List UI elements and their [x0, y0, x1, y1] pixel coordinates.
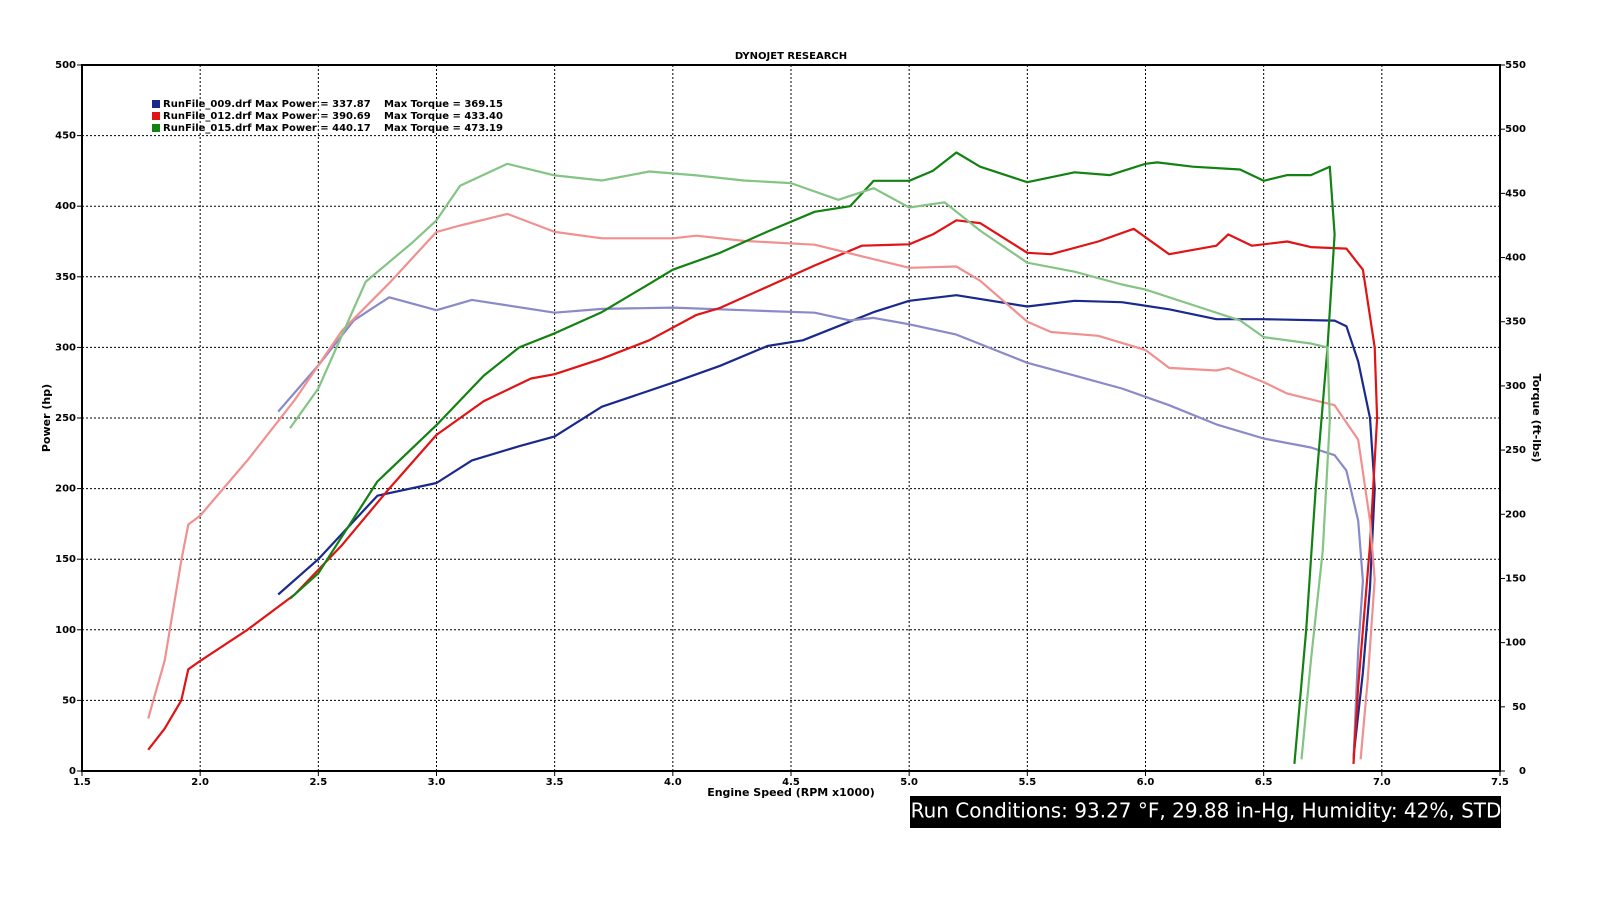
y2-tick-label: 50 [1512, 702, 1526, 713]
y-tick-label: 450 [55, 131, 76, 142]
y2-tick-label: 150 [1505, 573, 1526, 584]
y-axis-label: Power (hp) [40, 384, 53, 452]
legend-label: Max Torque = 433.40 [384, 111, 503, 122]
x-tick-label: 6.0 [1137, 777, 1155, 788]
legend-swatch [152, 100, 160, 108]
x-tick-label: 5.0 [900, 777, 918, 788]
x-tick-label: 1.5 [73, 777, 91, 788]
annotation-box [910, 796, 1501, 828]
y2-tick-label: 350 [1505, 317, 1526, 328]
y-tick-label: 200 [55, 484, 76, 495]
legend-swatch [152, 124, 160, 132]
y-tick-label: 0 [69, 766, 76, 777]
y-tick-label: 300 [55, 342, 76, 353]
legend-label: RunFile_015.drf Max Power = 440.17 [163, 123, 371, 134]
y2-axis-label: Torque (ft-lbs) [1530, 374, 1543, 463]
series-line [147, 212, 1376, 760]
legend-label: Max Torque = 369.15 [384, 99, 503, 110]
plot-border [81, 64, 1501, 772]
x-tick-label: 7.5 [1491, 777, 1509, 788]
x-tick-label: 3.5 [546, 777, 564, 788]
legend-swatch [152, 112, 160, 120]
y-tick-label: 500 [55, 60, 76, 71]
series-line [289, 151, 1336, 764]
y2-tick-label: 100 [1505, 638, 1526, 649]
legend-label: RunFile_012.drf Max Power = 390.69 [163, 111, 371, 122]
x-tick-label: 2.5 [309, 777, 327, 788]
x-tick-label: 3.0 [428, 777, 446, 788]
y-tick-label: 50 [62, 695, 76, 706]
y-tick-label: 150 [55, 554, 76, 565]
legend-label: RunFile_009.drf Max Power = 337.87 [163, 99, 371, 110]
series-line [289, 162, 1331, 760]
y2-tick-label: 0 [1519, 766, 1526, 777]
chart-title: DYNOJET RESEARCH [735, 51, 847, 62]
legend-label: Max Torque = 473.19 [384, 123, 503, 134]
series-line [277, 296, 1364, 760]
y2-tick-label: 500 [1505, 124, 1526, 135]
annotation: Run Conditions: 93.27 °F, 29.88 in-Hg, H… [911, 799, 1502, 823]
series-line [277, 294, 1376, 758]
y2-tick-label: 550 [1505, 60, 1526, 71]
x-tick-label: 2.0 [191, 777, 209, 788]
y-tick-label: 100 [55, 625, 76, 636]
x-tick-label: 4.0 [664, 777, 682, 788]
y2-tick-label: 400 [1505, 253, 1526, 264]
x-tick-label: 7.0 [1373, 777, 1391, 788]
y2-tick-label: 300 [1505, 381, 1526, 392]
x-tick-label: 5.5 [1018, 777, 1036, 788]
y-tick-label: 400 [55, 201, 76, 212]
series-line [147, 219, 1379, 764]
y2-tick-label: 250 [1505, 445, 1526, 456]
x-tick-label: 4.5 [782, 777, 800, 788]
y-tick-label: 350 [55, 272, 76, 283]
y2-tick-label: 200 [1505, 509, 1526, 520]
y2-tick-label: 450 [1505, 188, 1526, 199]
x-axis-label: Engine Speed (RPM x1000) [707, 786, 875, 799]
x-tick-label: 6.5 [1255, 777, 1273, 788]
y-tick-label: 250 [55, 413, 76, 424]
